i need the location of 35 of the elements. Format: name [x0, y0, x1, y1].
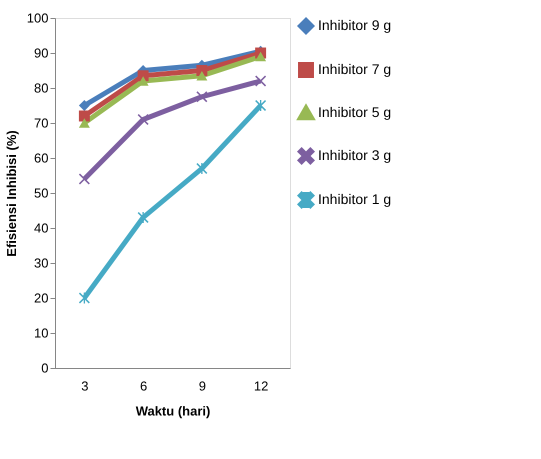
point — [78, 100, 90, 111]
point — [255, 76, 266, 86]
y-tick-label: 80 — [34, 80, 48, 96]
x-tick-label: 6 — [140, 378, 148, 394]
y-tick-label: 100 — [26, 10, 48, 26]
y-axis-title: Efisiensi Inhibisi (%) — [4, 130, 19, 257]
x-tick-label: 9 — [198, 378, 206, 394]
y-tick-label: 70 — [34, 116, 48, 130]
y-tick-label: 0 — [41, 360, 48, 376]
y-tick-label: 30 — [34, 256, 48, 270]
point — [138, 212, 149, 223]
legend-label: Inhibitor 1 g — [318, 191, 392, 207]
point — [255, 52, 266, 62]
y-tick-label: 90 — [34, 46, 48, 60]
point — [138, 114, 149, 125]
y-tick-label: 40 — [34, 220, 48, 236]
x-tick-label: 12 — [254, 378, 268, 394]
y-tick-label: 60 — [34, 150, 48, 166]
point — [196, 163, 208, 174]
point — [196, 91, 208, 102]
point — [196, 71, 208, 80]
y-tick-label: 20 — [34, 290, 48, 306]
point — [78, 110, 90, 122]
x-axis-title: Waktu (hari) — [136, 404, 210, 418]
y-tick-label: 10 — [34, 326, 48, 340]
legend-label: Inhibitor 3 g — [318, 147, 392, 163]
x-tick-label: 3 — [81, 378, 88, 394]
legend-label: Inhibitor 9 g — [318, 17, 392, 33]
legend-label: Inhibitor 7 g — [318, 61, 392, 77]
point — [78, 292, 90, 304]
y-tick-label: 50 — [34, 186, 48, 200]
legend-label: Inhibitor 5 g — [318, 104, 392, 120]
point — [78, 118, 90, 128]
point — [255, 100, 266, 111]
point — [78, 174, 90, 184]
